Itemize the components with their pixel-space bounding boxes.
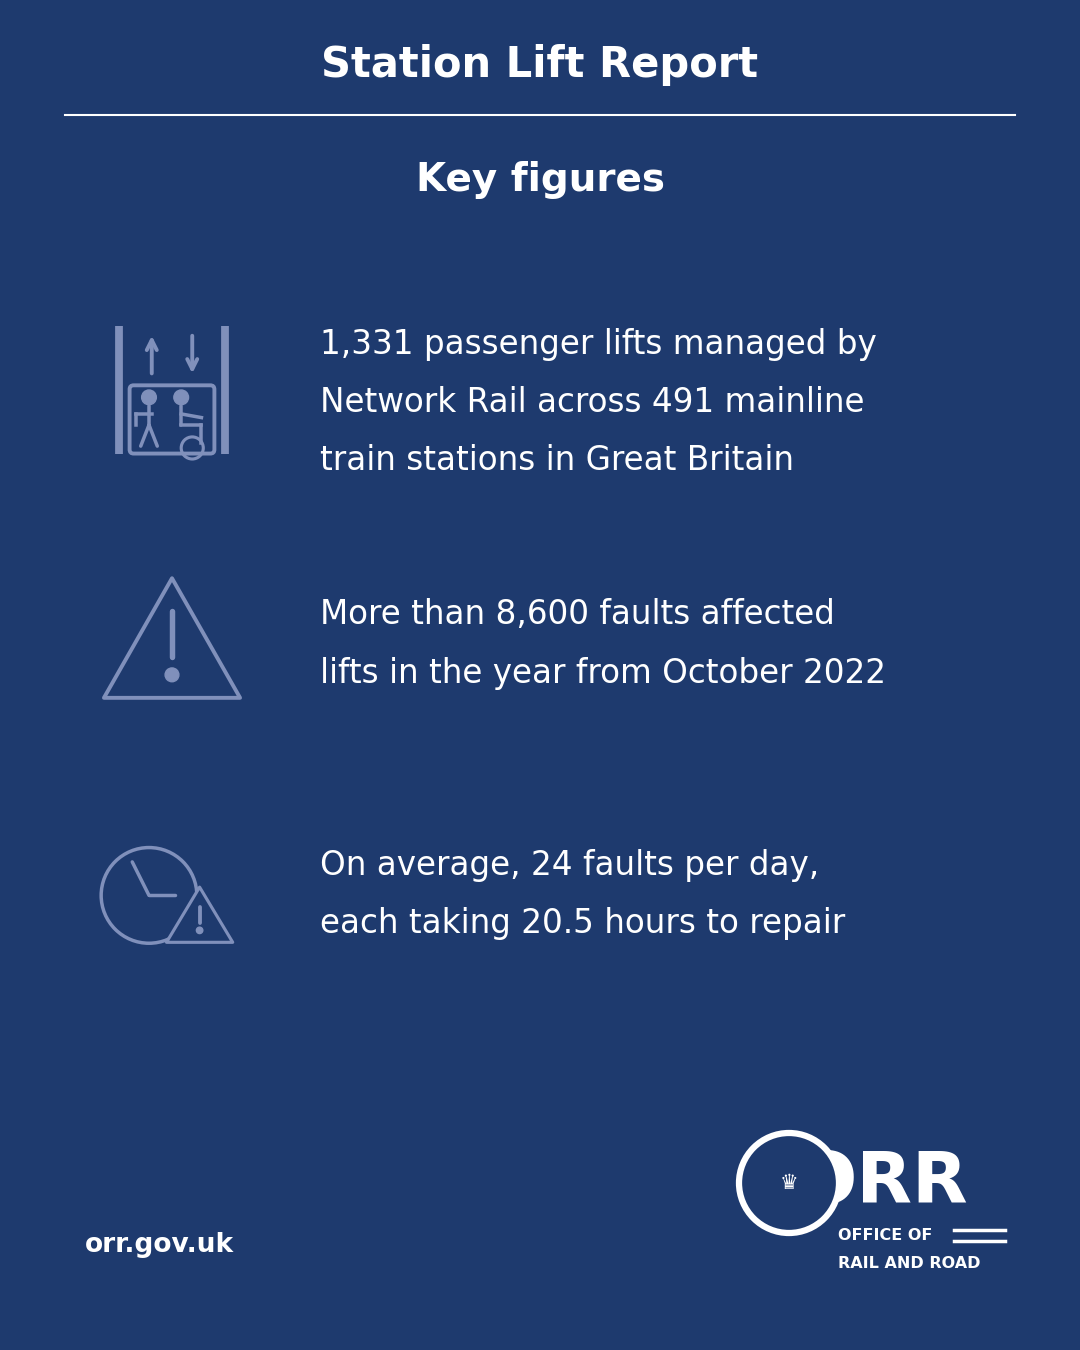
Text: ♛: ♛ <box>780 1173 798 1193</box>
Text: RAIL AND ROAD: RAIL AND ROAD <box>838 1256 981 1270</box>
Text: Station Lift Report: Station Lift Report <box>322 45 758 86</box>
Text: lifts in the year from October 2022: lifts in the year from October 2022 <box>320 656 886 690</box>
Text: On average, 24 faults per day,: On average, 24 faults per day, <box>320 849 820 882</box>
Text: ORR: ORR <box>796 1149 969 1218</box>
Circle shape <box>141 390 157 405</box>
Circle shape <box>197 927 203 934</box>
Polygon shape <box>166 887 232 942</box>
Circle shape <box>739 1133 839 1233</box>
Text: 1,331 passenger lifts managed by: 1,331 passenger lifts managed by <box>320 328 877 362</box>
Text: Key figures: Key figures <box>416 161 664 198</box>
Text: OFFICE OF: OFFICE OF <box>838 1227 932 1242</box>
Text: Network Rail across 491 mainline: Network Rail across 491 mainline <box>320 386 864 420</box>
Text: More than 8,600 faults affected: More than 8,600 faults affected <box>320 598 835 632</box>
Circle shape <box>102 848 197 944</box>
Text: each taking 20.5 hours to repair: each taking 20.5 hours to repair <box>320 906 846 940</box>
Circle shape <box>165 668 179 682</box>
Text: train stations in Great Britain: train stations in Great Britain <box>320 444 794 478</box>
Circle shape <box>174 390 189 405</box>
Text: orr.gov.uk: orr.gov.uk <box>85 1233 234 1258</box>
